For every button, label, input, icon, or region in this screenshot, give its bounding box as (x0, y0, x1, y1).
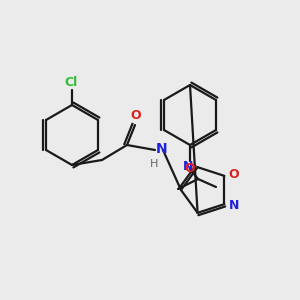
Text: H: H (150, 159, 158, 169)
Text: N: N (156, 142, 168, 156)
Text: N: N (183, 160, 194, 173)
Text: Cl: Cl (64, 76, 78, 89)
Text: O: O (228, 168, 239, 182)
Text: N: N (228, 199, 239, 212)
Text: O: O (131, 109, 141, 122)
Text: O: O (185, 162, 195, 175)
